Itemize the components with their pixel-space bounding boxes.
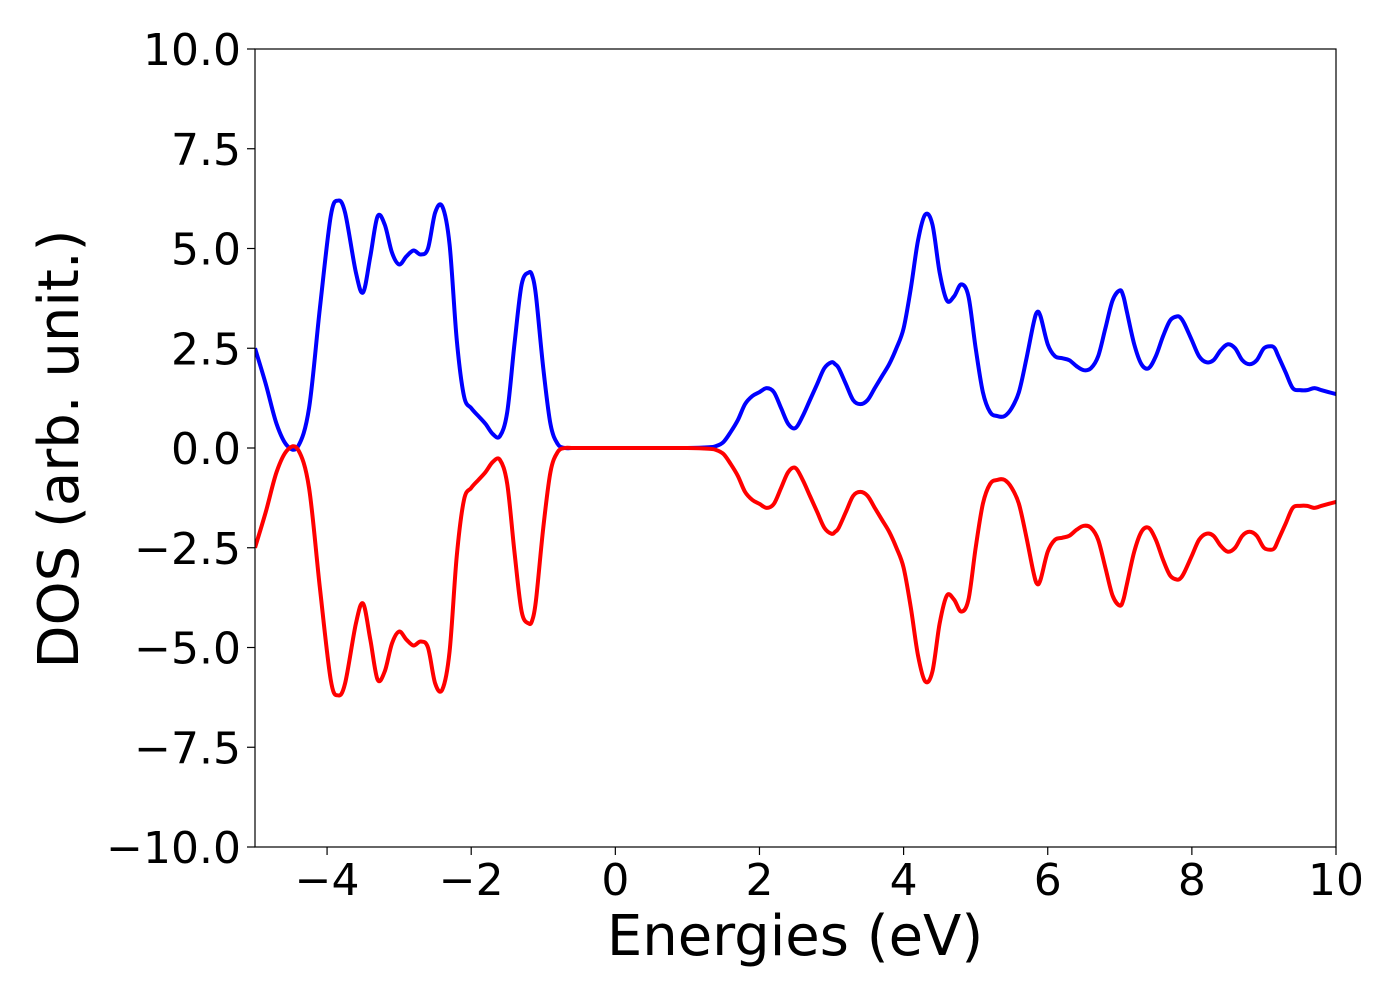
x-axis-title: Energies (eV)	[607, 904, 983, 969]
y-tick-label: −10.0	[106, 823, 241, 874]
x-tick-label: −4	[295, 855, 360, 906]
x-tick-label: 8	[1178, 855, 1206, 906]
series-layer	[255, 198, 1336, 698]
y-tick-label: 2.5	[171, 324, 241, 375]
y-axis-title: DOS (arb. unit.)	[27, 229, 92, 668]
x-tick-label: 0	[601, 855, 629, 906]
y-tick-label: −7.5	[134, 723, 241, 774]
ticks-layer: −4 −2 0 2 4 6 8 10 10.0 7.5 5.0 2.5 0.0 −2.5 −5.0 −7.5 −…	[106, 25, 1364, 906]
plot-frame	[254, 48, 1337, 848]
x-tick-label: 4	[890, 855, 918, 906]
y-tick-label: 7.5	[171, 125, 241, 176]
x-tick-label: 2	[745, 855, 773, 906]
y-tick-label: −2.5	[134, 524, 241, 575]
y-tick-label: −5.0	[134, 624, 241, 675]
y-tick-label: 0.0	[171, 424, 241, 475]
y-tick-label: 10.0	[143, 25, 241, 76]
series-line-spin-down	[255, 444, 1336, 698]
y-tick-label: 5.0	[171, 225, 241, 276]
x-tick-label: 10	[1308, 855, 1364, 906]
series-line-spin-up	[255, 198, 1336, 452]
x-tick-label: 6	[1034, 855, 1062, 906]
x-tick-label: −2	[439, 855, 504, 906]
